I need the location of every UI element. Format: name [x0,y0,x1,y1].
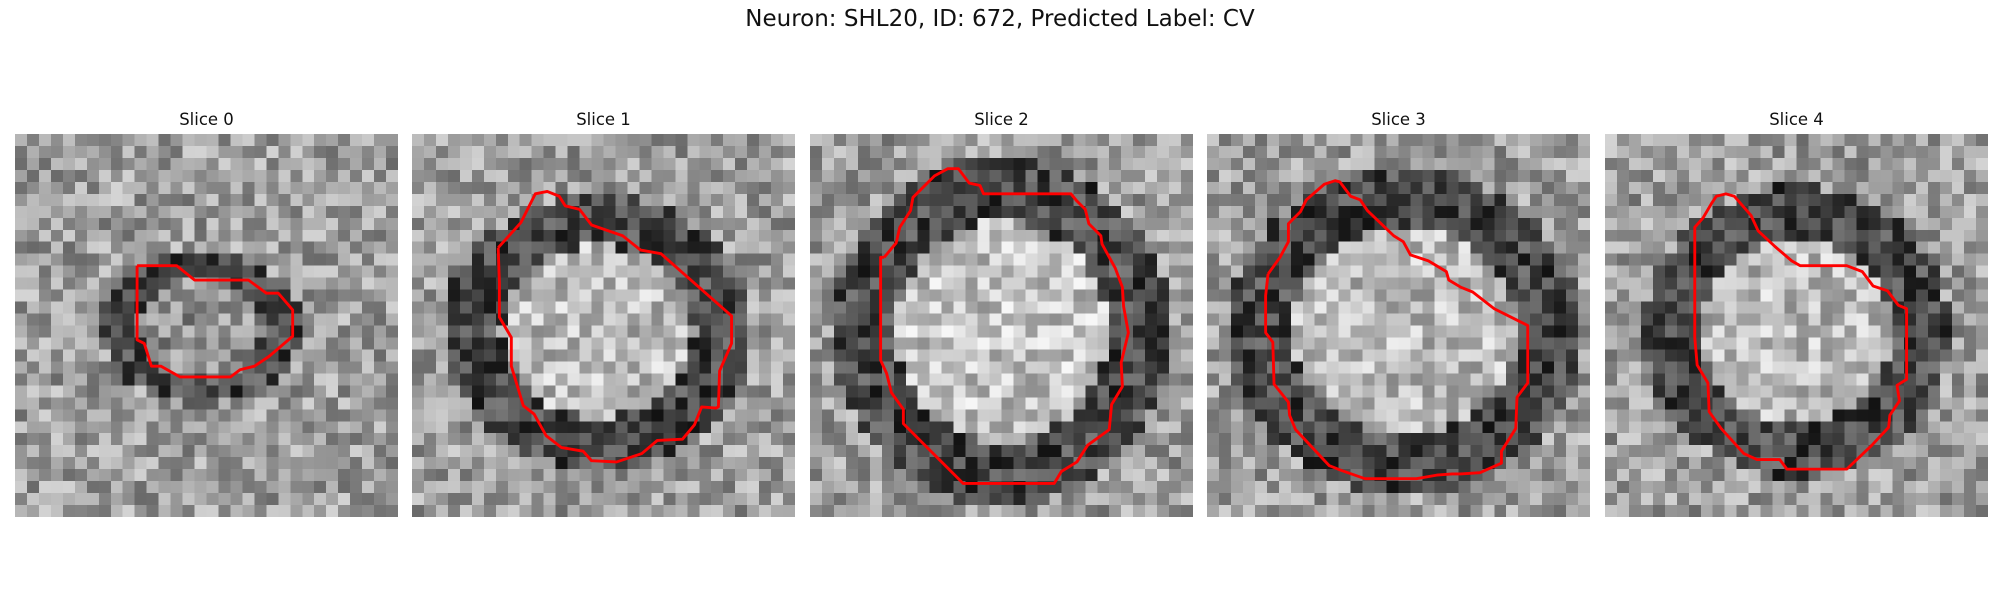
slice-title: Slice 2 [974,110,1029,129]
slice-panel-3: Slice 3 [1207,108,1590,517]
slice-panel-2: Slice 2 [810,108,1193,517]
grayscale-pixels [1207,134,1590,517]
roi-contour [496,190,734,464]
slice-title: Slice 3 [1371,110,1426,129]
slice-image [1605,134,1988,517]
slice-image [1207,134,1590,517]
roi-contour [879,167,1130,485]
slice-panel-0: Slice 0 [15,108,398,517]
slice-title: Slice 4 [1769,110,1824,129]
grayscale-pixels [1605,134,1988,517]
slice-title: Slice 1 [576,110,631,129]
slice-title: Slice 0 [179,110,234,129]
slice-image [810,134,1193,517]
roi-contour [135,264,295,379]
grayscale-pixels [810,134,1193,517]
slice-panel-4: Slice 4 [1605,108,1988,517]
figure-title: Neuron: SHL20, ID: 672, Predicted Label:… [745,6,1255,32]
slice-panel-1: Slice 1 [412,108,795,517]
grayscale-pixels [15,134,398,517]
slice-image [412,134,795,517]
slice-image [15,134,398,517]
roi-contour [1693,192,1909,471]
grayscale-pixels [412,134,795,517]
roi-contour [1264,179,1530,481]
